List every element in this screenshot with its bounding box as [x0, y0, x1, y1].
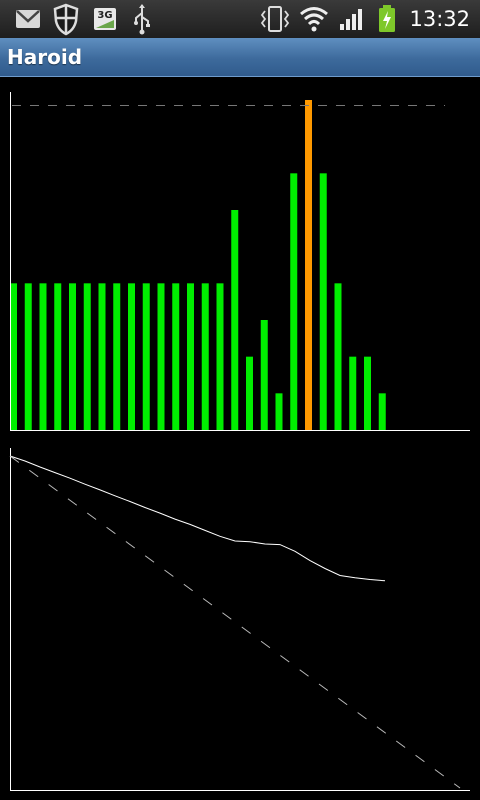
- 3g-data-icon[interactable]: 3G: [92, 0, 118, 38]
- signal-icon: [340, 9, 362, 30]
- vibrate-icon: [260, 6, 290, 32]
- bar: [24, 283, 32, 430]
- bar-chart: [10, 92, 470, 431]
- bar: [172, 283, 180, 430]
- app-title: Haroid: [7, 45, 83, 69]
- line-series-group: [9, 455, 461, 789]
- bar: [54, 283, 62, 430]
- bar: [349, 356, 357, 430]
- status-clock: 13:32: [409, 7, 470, 31]
- bar: [69, 283, 76, 430]
- bar-series: [10, 100, 386, 430]
- bar: [10, 283, 17, 430]
- battery-charging-icon: [379, 5, 395, 32]
- bar: [364, 356, 371, 430]
- bar: [231, 210, 239, 430]
- bar: [290, 173, 298, 430]
- bar: [98, 283, 106, 430]
- shield-icon[interactable]: [52, 0, 80, 38]
- status-bar: 3G 13:32: [0, 0, 480, 38]
- bar: [275, 393, 283, 430]
- gmail-icon[interactable]: [14, 0, 42, 38]
- bar: [83, 283, 91, 430]
- line-chart: [9, 448, 470, 791]
- usb-icon[interactable]: [132, 0, 152, 38]
- bar: [157, 283, 165, 430]
- svg-text:3G: 3G: [97, 10, 112, 21]
- bar: [319, 173, 327, 430]
- bar: [334, 283, 342, 430]
- bar: [142, 283, 150, 430]
- bar: [216, 283, 224, 430]
- bar: [378, 393, 386, 430]
- bar-highlighted: [305, 100, 312, 430]
- line-series-reference: [9, 455, 461, 789]
- bar: [187, 283, 194, 430]
- bar: [246, 356, 253, 430]
- bar: [201, 283, 209, 430]
- bar: [113, 283, 121, 430]
- app-title-bar: Haroid: [0, 38, 480, 77]
- wifi-icon: [300, 7, 328, 32]
- bar: [128, 283, 135, 430]
- bar: [39, 283, 47, 430]
- bar: [260, 320, 268, 430]
- line-series-main: [9, 455, 386, 582]
